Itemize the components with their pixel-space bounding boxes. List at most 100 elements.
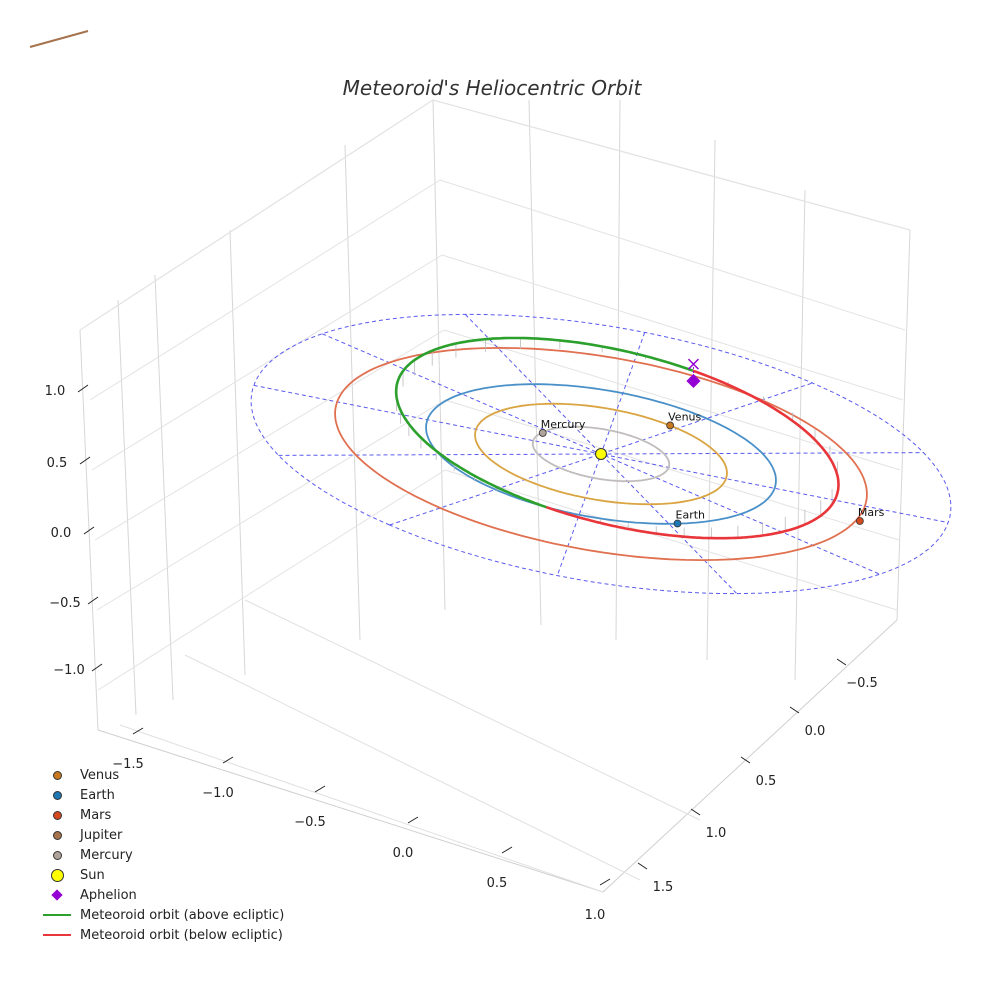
grid-line <box>706 139 716 661</box>
planet-mars-label: Mars <box>858 506 885 519</box>
grid-line <box>344 144 361 641</box>
y-tick-label: −0.5 <box>846 676 878 691</box>
x-tick-mark <box>222 756 234 764</box>
legend-label: Jupiter <box>80 827 123 843</box>
x-tick-label: −1.0 <box>202 786 234 801</box>
legend-label: Meteoroid orbit (above ecliptic) <box>80 907 285 923</box>
orbit-jupiter <box>29 30 89 48</box>
y-tick-label: 1.0 <box>706 826 727 841</box>
grid-line <box>96 399 446 611</box>
legend-label: Meteoroid orbit (below ecliptic) <box>80 927 283 943</box>
x-tick-mark <box>599 878 611 886</box>
planet-earth-label: Earth <box>676 508 706 521</box>
grid-line <box>896 229 911 621</box>
planet-mars-marker <box>855 517 864 525</box>
grid-line <box>615 99 621 641</box>
y-tick-mark <box>740 756 751 764</box>
z-tick-mark <box>83 526 95 535</box>
x-tick-label: 1.0 <box>585 908 606 923</box>
x-tick-mark <box>132 727 144 735</box>
meteoroid-orbit-above <box>394 336 694 509</box>
y-tick-label: 0.5 <box>756 774 777 789</box>
legend-item: Mars <box>40 805 284 825</box>
z-tick-label: −1.0 <box>53 663 85 678</box>
x-tick-mark <box>314 785 326 793</box>
z-tick-label: −0.5 <box>49 596 81 611</box>
y-tick-mark <box>690 808 701 816</box>
legend-item: Jupiter <box>40 825 284 845</box>
legend-label: Earth <box>80 787 115 803</box>
legend-marker <box>40 765 74 785</box>
orbit-venus <box>474 402 728 506</box>
grid-line <box>89 179 441 401</box>
x-tick-mark <box>407 816 419 824</box>
grid-line <box>443 329 901 471</box>
planet-venus-label: Venus <box>668 410 701 423</box>
legend-item: Earth <box>40 785 284 805</box>
x-tick-label: −1.5 <box>112 757 144 772</box>
axis-ticks: −1.5 −1.0 −0.5 0.0 0.5 1.0 −0.5 0.0 0.5 1.0 1.5 1.0… <box>45 384 878 923</box>
legend-marker <box>40 905 74 925</box>
legend: Venus Earth Mars Jupiter Mercury Sun Aphelion M… <box>40 765 284 945</box>
bodies: Venus Earth Mars Mercury <box>538 358 885 528</box>
legend-marker <box>40 785 74 805</box>
grid-line <box>91 254 443 471</box>
grid-line <box>244 599 701 821</box>
planet-venus-marker <box>666 421 675 430</box>
pane-edge <box>79 99 911 331</box>
y-tick-mark <box>836 658 847 666</box>
z-tick-label: 0.5 <box>47 456 68 471</box>
grid-line <box>794 189 806 681</box>
x-tick-label: 0.5 <box>487 876 508 891</box>
legend-item: Meteoroid orbit (above ecliptic) <box>40 905 284 925</box>
z-tick-mark <box>91 663 103 672</box>
legend-marker <box>40 805 74 825</box>
legend-item: Venus <box>40 765 284 785</box>
orbit-earth <box>425 383 777 525</box>
grid-line <box>94 329 445 541</box>
y-tick-label: 0.0 <box>805 724 826 739</box>
z-tick-mark <box>87 596 99 605</box>
grid-line <box>439 179 906 331</box>
z-tick-label: 1.0 <box>45 384 66 399</box>
planet-mercury-label: Mercury <box>541 418 586 431</box>
grid-line <box>444 399 900 541</box>
grid-line <box>154 274 174 701</box>
legend-marker <box>40 885 74 905</box>
sun-marker <box>595 448 607 460</box>
grid-line <box>528 99 542 626</box>
chart-title: Meteoroid's Heliocentric Orbit <box>343 76 643 100</box>
y-tick-mark <box>637 862 648 870</box>
legend-label: Mercury <box>80 847 133 863</box>
y-tick-label: 1.5 <box>653 880 674 895</box>
planet-earth-marker <box>673 519 682 528</box>
grid-line <box>432 99 911 231</box>
grid-line <box>79 99 434 331</box>
legend-label: Aphelion <box>80 887 137 903</box>
legend-marker <box>40 825 74 845</box>
ecliptic-guide-spoke <box>389 382 813 526</box>
aphelion-projection-marker <box>687 358 699 370</box>
grid-line <box>441 254 904 401</box>
x-tick-label: 0.0 <box>393 846 414 861</box>
aphelion-marker <box>686 373 701 389</box>
meteoroid-orbit-below <box>545 369 840 540</box>
legend-item: Sun <box>40 865 284 885</box>
ecliptic-guide-spoke <box>464 314 738 594</box>
legend-label: Sun <box>80 867 105 883</box>
grid-line <box>97 469 446 691</box>
z-tick-label: 0.0 <box>51 526 72 541</box>
x-tick-mark <box>501 846 513 854</box>
legend-marker <box>40 845 74 865</box>
legend-marker <box>40 865 74 885</box>
grid-line <box>117 299 137 716</box>
z-tick-mark <box>79 456 91 465</box>
legend-label: Mars <box>80 807 112 823</box>
orbit-mercury <box>531 425 671 483</box>
legend-label: Venus <box>80 767 120 783</box>
grid-line <box>432 99 446 611</box>
x-tick-label: −0.5 <box>294 815 326 830</box>
legend-item: Meteoroid orbit (below ecliptic) <box>40 925 284 945</box>
legend-item: Aphelion <box>40 885 284 905</box>
